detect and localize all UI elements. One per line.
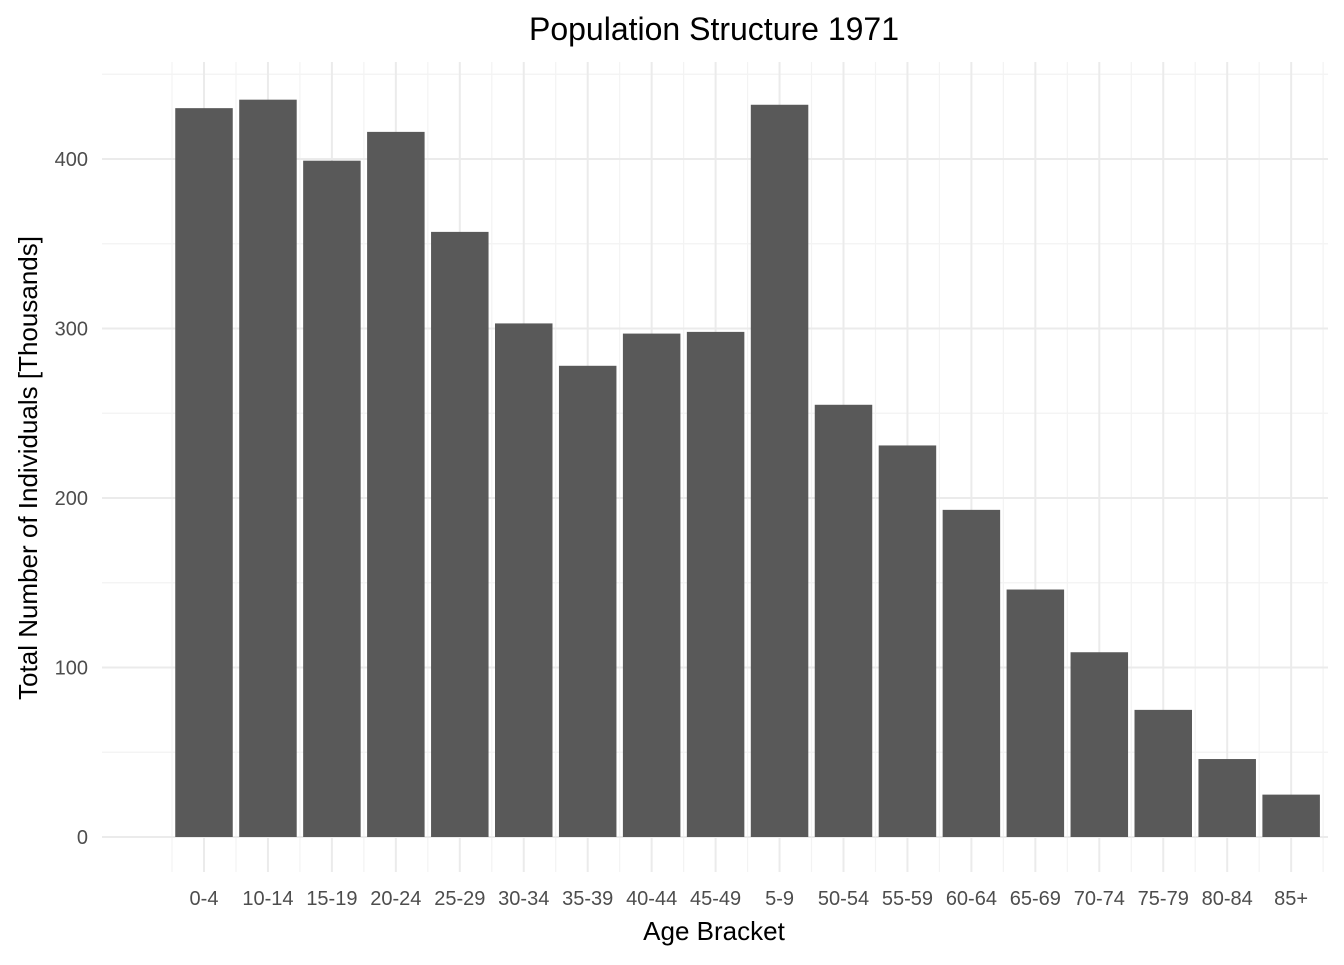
bar-45-49 [686, 331, 745, 837]
bar-55-59 [878, 445, 937, 837]
bar-65-69 [1006, 589, 1065, 837]
y-tick-label: 0 [77, 827, 88, 849]
x-tick-label: 30-34 [498, 888, 549, 910]
y-tick-label: 200 [55, 488, 88, 510]
bar-0-4 [175, 108, 233, 837]
x-tick-label: 20-24 [370, 888, 421, 910]
y-tick-label: 300 [55, 319, 88, 341]
bar-85plus [1262, 794, 1320, 837]
x-tick-label: 80-84 [1202, 888, 1253, 910]
bar-20-24 [367, 131, 425, 837]
x-tick-label: 40-44 [626, 888, 677, 910]
bars-layer [175, 99, 1320, 838]
y-axis-title: Total Number of Individuals [Thousands] [13, 236, 43, 700]
x-tick-label: 85+ [1274, 888, 1308, 910]
bar-5-9 [750, 104, 809, 837]
x-tick-label: 0-4 [190, 888, 219, 910]
bar-60-64 [942, 509, 1001, 837]
ticks-layer: 0 100 200 300 400 0-4 10-14 15-19 20-24 25-29 30-3… [55, 149, 1308, 910]
x-tick-label: 60-64 [946, 888, 997, 910]
x-tick-label: 55-59 [882, 888, 933, 910]
x-tick-label: 10-14 [242, 888, 293, 910]
bar-30-34 [495, 323, 553, 837]
bar-75-79 [1134, 709, 1192, 837]
x-tick-label: 5-9 [765, 888, 794, 910]
x-tick-label: 70-74 [1074, 888, 1125, 910]
bar-80-84 [1198, 759, 1256, 837]
y-tick-label: 100 [55, 658, 88, 680]
bar-40-44 [622, 333, 681, 837]
x-tick-label: 75-79 [1138, 888, 1189, 910]
x-tick-label: 35-39 [562, 888, 613, 910]
x-tick-label: 50-54 [818, 888, 869, 910]
x-tick-label: 15-19 [306, 888, 357, 910]
bar-35-39 [558, 365, 617, 837]
bar-25-29 [431, 231, 489, 837]
bar-70-74 [1070, 652, 1129, 837]
bar-50-54 [814, 404, 873, 837]
bar-10-14 [239, 99, 297, 838]
x-tick-label: 65-69 [1010, 888, 1061, 910]
bar-15-19 [303, 160, 361, 837]
chart-title: Population Structure 1971 [529, 11, 899, 47]
x-tick-label: 45-49 [690, 888, 741, 910]
x-axis-title: Age Bracket [643, 916, 785, 946]
x-tick-label: 25-29 [434, 888, 485, 910]
y-tick-label: 400 [55, 149, 88, 171]
